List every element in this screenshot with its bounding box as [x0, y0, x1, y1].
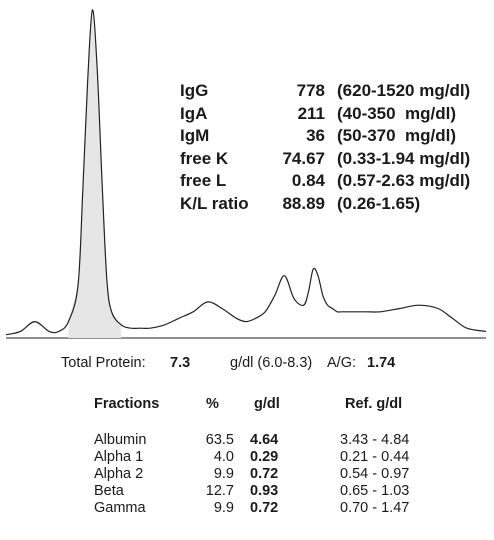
ig-row: IgG 778 (620-1520 mg/dl)	[180, 80, 480, 103]
fraction-ref: 0.65 - 1.03	[340, 483, 410, 499]
fraction-percent: 9.9	[213, 500, 234, 516]
ig-ref: (620-1520 mg/dl)	[337, 81, 471, 100]
ig-name: IgM	[180, 126, 210, 145]
fraction-ref: 3.43 - 4.84	[340, 432, 410, 448]
header-gdl: g/dl	[254, 396, 280, 412]
fraction-percent: 4.0	[213, 449, 234, 465]
ig-value: 74.67	[282, 148, 325, 168]
ig-ref: (0.33-1.94 mg/dl)	[337, 148, 471, 168]
ig-value: 778	[296, 81, 325, 100]
immunoglobulin-panel: IgG 778 (620-1520 mg/dl) IgA 211 (40-350…	[180, 80, 480, 215]
ig-row: free L 0.84 (0.57-2.63 mg/dl)	[180, 170, 480, 193]
fraction-ref: 0.21 - 0.44	[340, 449, 410, 465]
ig-name: IgG	[180, 81, 209, 100]
ig-ref: (50-370 mg/dl)	[337, 126, 457, 145]
fraction-ref: 0.54 - 0.97	[340, 466, 410, 482]
fraction-gdl: 0.72	[250, 466, 279, 482]
ig-ref: (40-350 mg/dl)	[337, 103, 457, 123]
fraction-name: Albumin	[94, 432, 147, 448]
ag-label: A/G:	[327, 355, 357, 371]
total-protein-unit-ref: g/dl (6.0-8.3)	[230, 355, 313, 371]
ig-name: free L	[180, 171, 227, 190]
fraction-gdl: 0.93	[250, 483, 279, 499]
ig-name: K/L ratio	[180, 193, 249, 213]
fraction-percent: 9.9	[213, 466, 234, 482]
fraction-gdl: 0.72	[250, 500, 279, 516]
fraction-ref: 0.70 - 1.47	[340, 500, 410, 516]
fraction-name: Alpha 1	[94, 449, 144, 465]
header-fractions: Fractions	[94, 396, 160, 412]
total-protein-value: 7.3	[170, 355, 191, 371]
fraction-percent: 63.5	[205, 432, 234, 448]
fraction-gdl: 4.64	[250, 432, 279, 448]
ig-name: IgA	[180, 103, 208, 123]
fraction-gdl: 0.29	[250, 449, 279, 465]
ig-value: 36	[306, 126, 325, 145]
fraction-name: Alpha 2	[94, 466, 144, 482]
ig-name: free K	[180, 148, 229, 168]
ag-value: 1.74	[367, 355, 396, 371]
trace-line	[5, 9, 487, 336]
ig-row: IgM 36 (50-370 mg/dl)	[180, 125, 480, 148]
header-ref: Ref. g/dl	[345, 396, 403, 412]
ig-row: free K 74.67 (0.33-1.94 mg/dl)	[180, 148, 480, 171]
fraction-percent: 12.7	[205, 483, 234, 499]
electrophoresis-trace-chart	[5, 9, 487, 339]
ig-value: 88.89	[282, 193, 325, 213]
total-protein-label: Total Protein:	[61, 355, 146, 371]
ig-value: 0.84	[291, 171, 325, 190]
fraction-name: Beta	[94, 483, 124, 499]
fraction-name: Gamma	[94, 500, 146, 516]
ig-row: IgA 211 (40-350 mg/dl)	[180, 103, 480, 126]
header-percent: %	[206, 396, 219, 412]
ig-ref: (0.57-2.63 mg/dl)	[337, 171, 471, 190]
ig-row: K/L ratio 88.89 (0.26-1.65)	[180, 193, 480, 216]
ig-value: 211	[297, 103, 325, 123]
trace-fill	[68, 10, 122, 338]
ig-ref: (0.26-1.65)	[337, 193, 421, 213]
